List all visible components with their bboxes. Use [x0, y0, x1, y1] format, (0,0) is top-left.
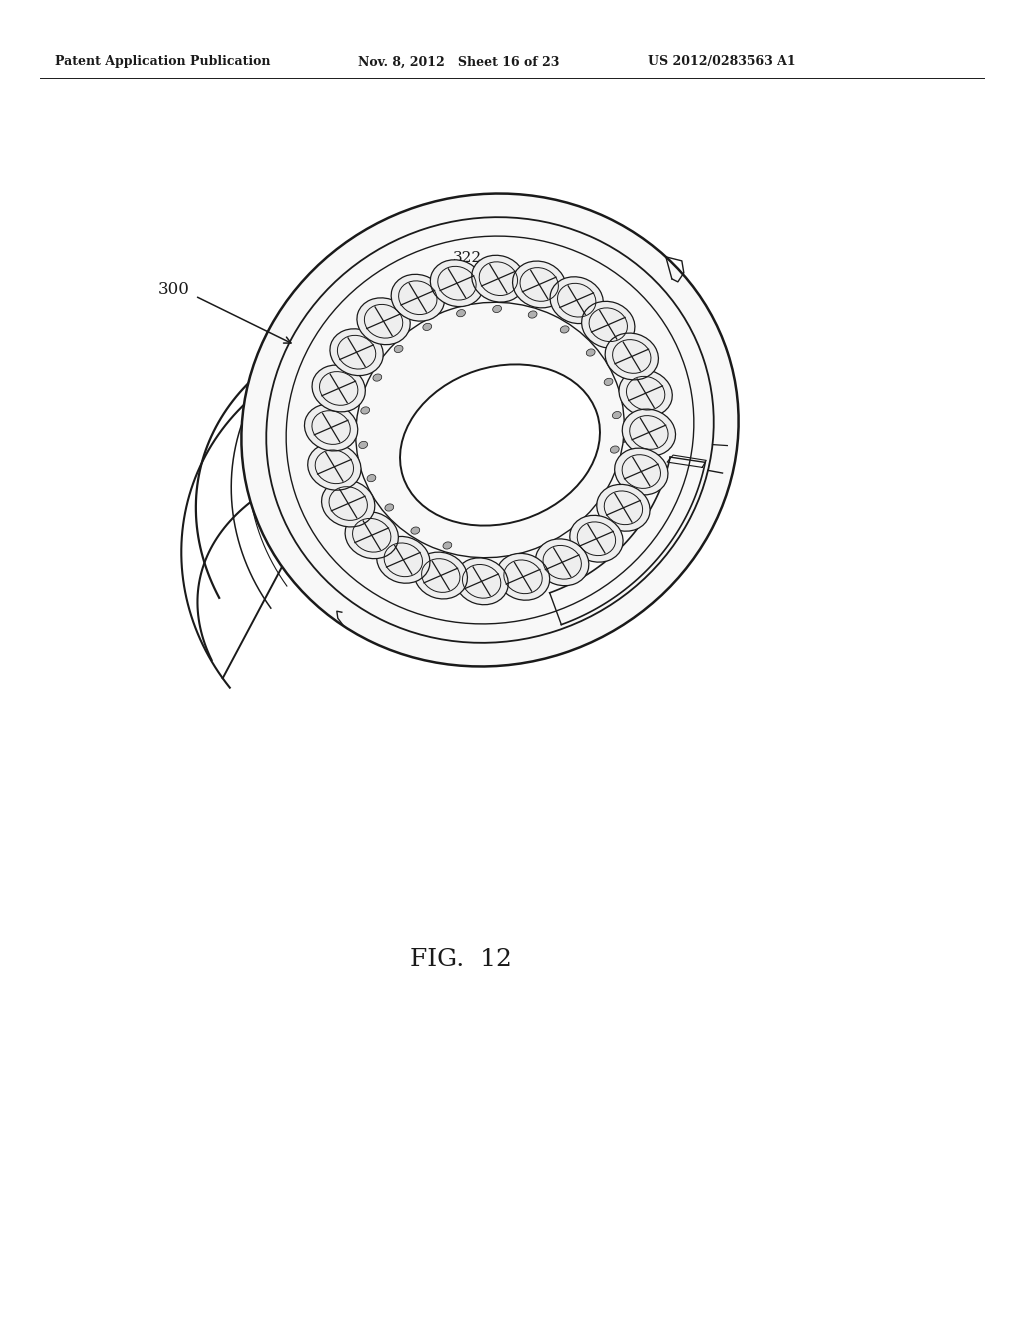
Ellipse shape [358, 441, 368, 449]
Ellipse shape [612, 412, 622, 418]
Ellipse shape [493, 305, 502, 313]
Ellipse shape [360, 407, 370, 414]
Ellipse shape [373, 374, 382, 381]
Ellipse shape [614, 447, 668, 495]
Ellipse shape [430, 260, 483, 306]
Text: US 2012/0283563 A1: US 2012/0283563 A1 [648, 55, 796, 69]
Ellipse shape [497, 553, 550, 601]
Text: 300: 300 [158, 281, 190, 298]
Ellipse shape [443, 543, 452, 549]
Ellipse shape [242, 194, 738, 667]
Ellipse shape [345, 512, 398, 558]
Ellipse shape [610, 446, 620, 453]
Ellipse shape [569, 515, 623, 562]
Ellipse shape [536, 539, 589, 586]
Ellipse shape [355, 302, 625, 557]
Ellipse shape [618, 370, 673, 417]
Ellipse shape [604, 379, 613, 385]
Ellipse shape [597, 484, 650, 531]
Ellipse shape [605, 333, 658, 380]
Ellipse shape [312, 366, 366, 412]
Ellipse shape [423, 323, 432, 330]
Ellipse shape [550, 277, 603, 323]
Ellipse shape [394, 346, 403, 352]
Ellipse shape [308, 444, 361, 490]
Text: Patent Application Publication: Patent Application Publication [55, 55, 270, 69]
Ellipse shape [513, 261, 566, 308]
Ellipse shape [582, 301, 635, 348]
Ellipse shape [411, 527, 420, 535]
Ellipse shape [391, 275, 444, 321]
Ellipse shape [472, 255, 525, 302]
Ellipse shape [377, 536, 430, 583]
Ellipse shape [322, 480, 375, 527]
Text: Nov. 8, 2012   Sheet 16 of 23: Nov. 8, 2012 Sheet 16 of 23 [358, 55, 559, 69]
Text: 630: 630 [634, 418, 664, 433]
Text: FIG.  12: FIG. 12 [410, 949, 512, 972]
Ellipse shape [587, 348, 595, 356]
Ellipse shape [357, 298, 411, 345]
Text: 324: 324 [556, 360, 585, 375]
Ellipse shape [400, 364, 600, 525]
Ellipse shape [528, 312, 537, 318]
Text: 304: 304 [498, 265, 527, 279]
Ellipse shape [455, 558, 508, 605]
Ellipse shape [385, 504, 393, 511]
Ellipse shape [330, 329, 383, 376]
Ellipse shape [367, 474, 376, 482]
Ellipse shape [560, 326, 569, 333]
Ellipse shape [414, 552, 467, 599]
Ellipse shape [457, 310, 466, 317]
Ellipse shape [623, 409, 676, 455]
Text: 305: 305 [597, 488, 626, 502]
Text: 322: 322 [453, 251, 482, 265]
Ellipse shape [304, 404, 357, 451]
